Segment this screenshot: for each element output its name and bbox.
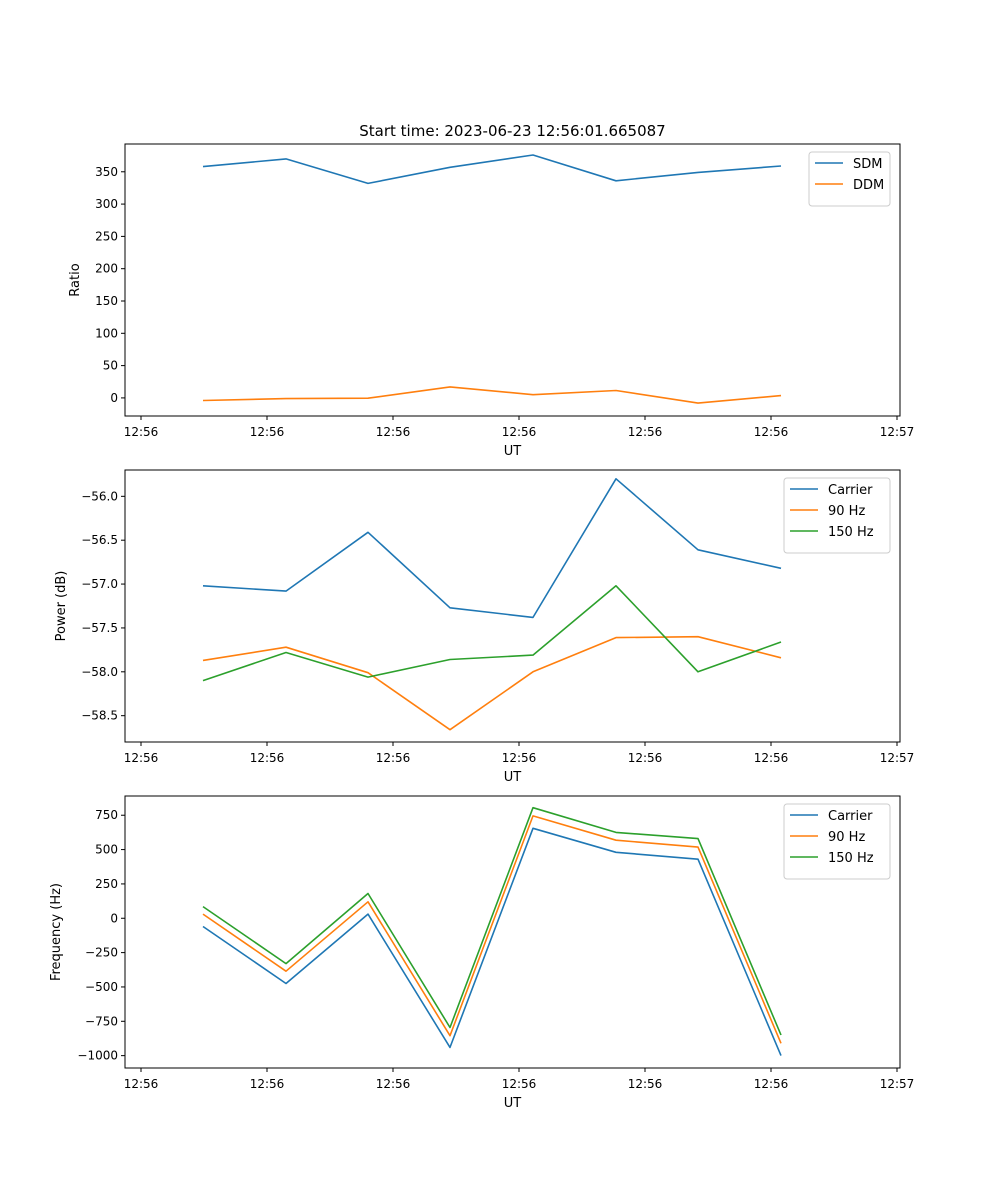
x-tick-label: 12:56	[124, 751, 159, 765]
y-axis-label: Ratio	[68, 263, 83, 296]
legend: Carrier 90 Hz 150 Hz	[783, 803, 891, 880]
legend-box	[783, 477, 891, 554]
y-tick-label: −57.5	[81, 621, 118, 635]
x-tick-label: 12:56	[628, 425, 663, 439]
series-line-150-hz	[202, 806, 782, 1036]
y-axis-label: Power (dB)	[54, 571, 69, 642]
chart-panels: Start time: 2023-06-23 12:56:01.665087 12…	[49, 122, 914, 1111]
legend-entry: Carrier	[828, 483, 873, 498]
x-tick-label: 12:56	[502, 425, 537, 439]
y-tick-label: 250	[95, 229, 118, 243]
series-line-sdm	[202, 154, 782, 185]
legend-entry: SDM	[853, 157, 882, 172]
y-tick-label: 500	[95, 843, 118, 857]
legend: SDM DDM	[808, 151, 891, 207]
series-line-150-hz	[202, 584, 782, 682]
x-tick-label: 12:56	[376, 751, 411, 765]
y-tick-label: −500	[85, 980, 118, 994]
x-tick-label: 12:56	[250, 425, 285, 439]
x-tick-label: 12:56	[124, 1077, 159, 1091]
legend-entry: DDM	[853, 178, 884, 193]
chart-panel-3: 12:56 12:56 12:56 12:56 12:56 12:56 12:57 −1000…	[49, 795, 915, 1111]
x-tick-label: 12:56	[628, 1077, 663, 1091]
axes-frame	[124, 795, 901, 1069]
series-line-90-hz	[202, 815, 782, 1044]
x-tick-label: 12:57	[880, 751, 915, 765]
y-tick-label: 150	[95, 294, 118, 308]
y-tick-label: 300	[95, 197, 118, 211]
x-tick-label: 12:56	[376, 425, 411, 439]
x-tick-label: 12:56	[502, 751, 537, 765]
y-tick-label: −57.0	[81, 577, 118, 591]
y-tick-label: 200	[95, 262, 118, 276]
legend: Carrier 90 Hz 150 Hz	[783, 477, 891, 554]
x-tick-label: 12:57	[880, 1077, 915, 1091]
legend-entry: Carrier	[828, 809, 873, 824]
series-line-carrier	[202, 477, 782, 619]
x-tick-label: 12:56	[628, 751, 663, 765]
x-tick-label: 12:56	[754, 425, 789, 439]
chart-title: Start time: 2023-06-23 12:56:01.665087	[359, 122, 665, 140]
y-tick-label: 250	[95, 877, 118, 891]
y-tick-label: 0	[110, 391, 118, 405]
axes-frame	[124, 143, 901, 417]
y-tick-label: 350	[95, 165, 118, 179]
x-axis-label: UT	[504, 444, 522, 459]
chart-panel-2: 12:56 12:56 12:56 12:56 12:56 12:56 12:57 −58.5…	[54, 469, 915, 785]
y-tick-label: −1000	[77, 1049, 118, 1063]
y-tick-label: −750	[85, 1014, 118, 1028]
y-tick-label: 750	[95, 808, 118, 822]
chart-panel-1: Start time: 2023-06-23 12:56:01.665087 12…	[68, 122, 914, 459]
axes-frame	[124, 469, 901, 743]
x-tick-label: 12:57	[880, 425, 915, 439]
x-tick-label: 12:56	[124, 425, 159, 439]
legend-entry: 90 Hz	[828, 504, 865, 519]
legend-entry: 150 Hz	[828, 525, 874, 540]
legend-box	[808, 151, 891, 207]
x-axis-label: UT	[504, 1096, 522, 1111]
legend-box	[783, 803, 891, 880]
legend-entry: 90 Hz	[828, 830, 865, 845]
y-tick-label: −58.0	[81, 665, 118, 679]
y-tick-label: −58.5	[81, 709, 118, 723]
x-tick-label: 12:56	[250, 1077, 285, 1091]
x-axis-label: UT	[504, 770, 522, 785]
y-axis-label: Frequency (Hz)	[49, 883, 64, 981]
x-tick-label: 12:56	[502, 1077, 537, 1091]
x-tick-label: 12:56	[754, 1077, 789, 1091]
y-tick-label: 100	[95, 326, 118, 340]
x-tick-label: 12:56	[376, 1077, 411, 1091]
series-line-ddm	[202, 386, 782, 404]
series-line-carrier	[202, 827, 782, 1056]
y-tick-label: 0	[110, 911, 118, 925]
x-tick-label: 12:56	[250, 751, 285, 765]
x-tick-label: 12:56	[754, 751, 789, 765]
y-tick-label: −56.5	[81, 533, 118, 547]
y-tick-label: −250	[85, 946, 118, 960]
series-line-90-hz	[202, 635, 782, 731]
legend-entry: 150 Hz	[828, 851, 874, 866]
y-tick-label: 50	[103, 359, 118, 373]
y-tick-label: −56.0	[81, 489, 118, 503]
